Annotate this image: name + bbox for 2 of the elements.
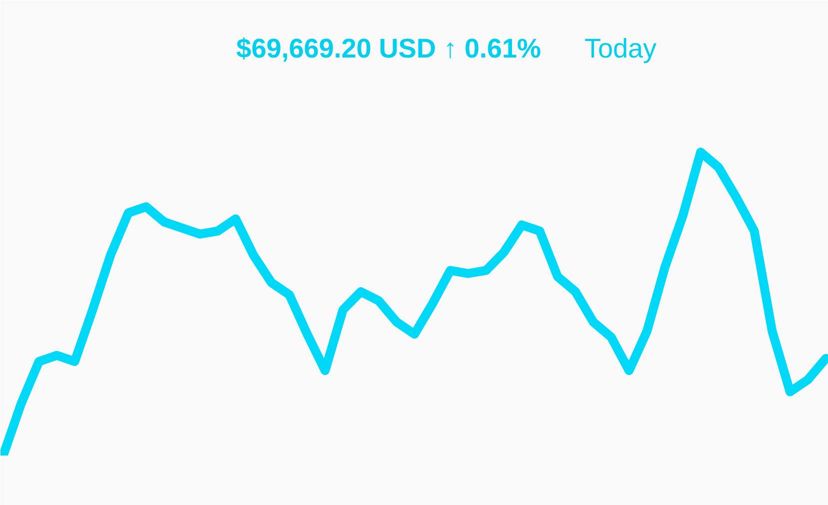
chart-subtitle: Today [584,34,658,64]
chart-title: $69,669.20 USD ↑ 0.61% [236,34,541,64]
